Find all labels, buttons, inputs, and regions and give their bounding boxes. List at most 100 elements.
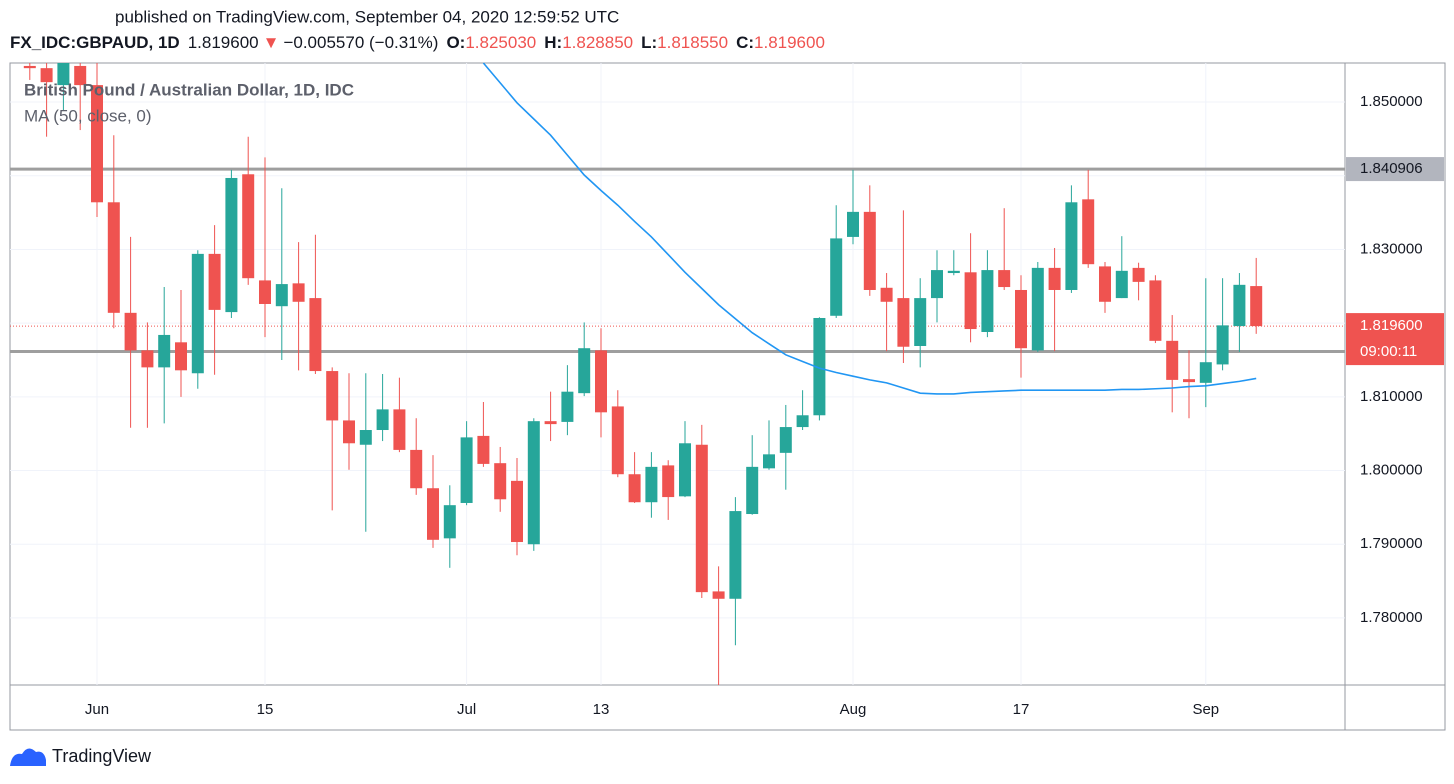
brand: TradingView — [52, 746, 152, 766]
candle-body — [796, 415, 809, 428]
candle-body — [914, 298, 927, 346]
candle-body — [259, 280, 271, 304]
candle-body — [393, 409, 406, 450]
published-note: published on TradingView.com, September … — [115, 7, 619, 26]
candle-body — [595, 350, 607, 413]
candle-body — [712, 591, 725, 599]
candle-body — [460, 437, 473, 503]
candle-body — [124, 312, 137, 351]
candle-body — [695, 444, 708, 593]
candle-body — [931, 270, 943, 299]
candle-body — [1166, 340, 1179, 380]
last: 1.819600 — [188, 33, 259, 52]
candle-body — [998, 270, 1011, 288]
o: 1.825030 — [465, 33, 536, 52]
candle-body — [1149, 280, 1162, 341]
candle-body — [309, 298, 322, 372]
level-label: 1.840906 — [1360, 160, 1423, 177]
candle-body — [1015, 289, 1027, 349]
legend-main: British Pound / Australian Dollar, 1D, I… — [24, 80, 354, 99]
h: 1.828850 — [562, 33, 633, 52]
candle-body — [645, 466, 658, 503]
candle-body — [779, 427, 792, 453]
change: −0.005570 (−0.31%) — [283, 33, 438, 52]
candle-body — [40, 68, 53, 83]
candle-body — [880, 287, 893, 302]
countdown: 09:00:11 — [1360, 343, 1417, 360]
x-tick-label: Jun — [85, 701, 109, 718]
x-tick-label: 13 — [593, 701, 610, 718]
candle-body — [1099, 266, 1111, 302]
candle-body — [1048, 267, 1061, 290]
candle-body — [763, 454, 775, 469]
x-tick-label: Sep — [1192, 701, 1219, 718]
candle-body — [292, 283, 305, 302]
candle-body — [443, 505, 456, 539]
candle-body — [74, 65, 87, 86]
symbol-line: FX_IDC:GBPAUD, 1D 1.819600 ▼ −0.005570 (−0.… — [10, 33, 825, 52]
c-label: C: — [736, 33, 754, 52]
candle-body — [343, 420, 355, 444]
candle-body — [141, 350, 154, 368]
candle-body — [611, 406, 624, 475]
c: 1.819600 — [754, 33, 825, 52]
arrow: ▼ — [263, 33, 280, 52]
candle-body — [494, 463, 507, 500]
candle-body — [947, 270, 960, 274]
candle-body — [863, 211, 876, 290]
candle-body — [175, 342, 187, 371]
candle-body — [729, 511, 742, 599]
candle-body — [813, 317, 826, 416]
candle-body — [91, 85, 103, 203]
level-tag — [1346, 157, 1444, 182]
y-tick-label: 1.830000 — [1360, 240, 1423, 257]
x-tick-label: 17 — [1013, 701, 1030, 718]
candle-body — [1115, 270, 1128, 299]
candle-body — [1199, 362, 1212, 383]
y-tick-label: 1.850000 — [1360, 93, 1423, 110]
candle-body — [57, 63, 70, 86]
candle-body — [208, 253, 221, 310]
candle-body — [628, 474, 641, 503]
candle-body — [679, 443, 691, 497]
candle-body — [191, 253, 204, 374]
logo — [10, 748, 46, 766]
y-tick-label: 1.780000 — [1360, 609, 1423, 626]
y-tick-label: 1.810000 — [1360, 388, 1423, 405]
y-tick-label: 1.790000 — [1360, 535, 1423, 552]
l: 1.818550 — [657, 33, 728, 52]
candle-body — [1250, 286, 1263, 327]
symbol: FX_IDC:GBPAUD, 1D — [10, 33, 180, 52]
candle-body — [1183, 379, 1195, 383]
candle-body — [326, 371, 339, 421]
candle-body — [662, 465, 675, 498]
candle-body — [544, 421, 557, 425]
candle-body — [897, 298, 910, 347]
candle-body — [477, 435, 490, 464]
candle-body — [981, 270, 994, 332]
candle-body — [427, 488, 439, 540]
candle-body — [1082, 199, 1095, 265]
last-price-tag — [1346, 313, 1444, 366]
candle-body — [1132, 267, 1145, 282]
candle-body — [376, 409, 389, 431]
y-tick-label: 1.800000 — [1360, 462, 1423, 479]
h-label: H: — [544, 33, 562, 52]
candle-body — [107, 202, 120, 313]
x-tick-label: 15 — [257, 701, 274, 718]
candle-body — [158, 334, 171, 368]
last-price-label: 1.819600 — [1360, 317, 1423, 334]
legend-ma: MA (50, close, 0) — [24, 106, 152, 125]
o-label: O: — [446, 33, 465, 52]
logo-icon — [10, 748, 46, 766]
candle-body — [847, 211, 859, 237]
candle-body — [1065, 202, 1078, 290]
l-label: L: — [641, 33, 657, 52]
candle-body — [830, 238, 843, 316]
candle-body — [275, 284, 288, 307]
candle-body — [511, 480, 523, 543]
candle-body — [225, 177, 238, 313]
candle-body — [1031, 267, 1044, 351]
candle-body — [1216, 325, 1229, 365]
